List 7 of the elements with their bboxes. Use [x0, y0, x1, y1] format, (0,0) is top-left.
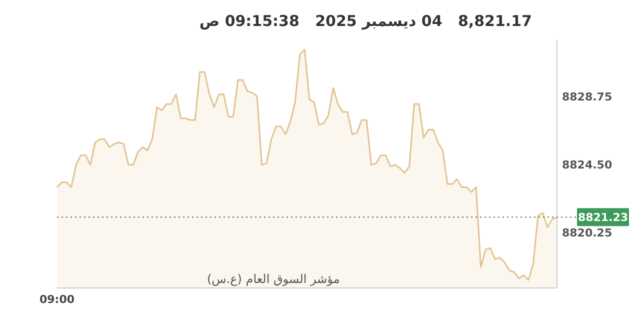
y-tick-label: 8824.50: [562, 158, 612, 172]
chart-title: 8,821.17 04 ديسمبر 2025 09:15:38 ص: [199, 12, 532, 30]
annotation: مؤشر السوق العام (ع.س): [207, 272, 340, 286]
ref-line-label: 8821.23: [578, 210, 628, 224]
y-tick-label: 8820.25: [562, 226, 612, 240]
x-tick-label: 09:00: [39, 293, 75, 306]
y-tick-label: 8828.75: [562, 90, 612, 104]
